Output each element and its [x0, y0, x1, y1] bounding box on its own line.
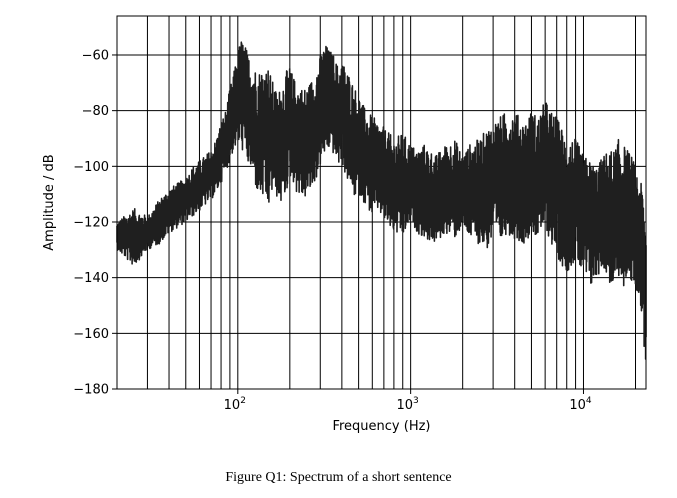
y-tick-label: −140: [73, 271, 109, 286]
y-tick-label: −100: [73, 160, 109, 175]
spectrum-chart: −60 −80 −100 −120 −140 −160 −180 102 103 104 Freq…: [42, 15, 647, 434]
y-tick-label: −80: [82, 104, 109, 119]
y-axis-label: Amplitude / dB: [42, 154, 57, 250]
y-tick-label: −160: [73, 327, 109, 342]
axis-ticks: −60 −80 −100 −120 −140 −160 −180 102 103 104: [73, 48, 592, 413]
y-tick-label: −120: [73, 215, 109, 230]
spectrum-series: [116, 41, 647, 360]
x-tick-label: 103: [397, 396, 419, 413]
x-axis-label: Frequency (Hz): [332, 419, 430, 434]
plot-frame: [116, 15, 647, 390]
y-tick-label: −180: [73, 383, 109, 398]
x-tick-label: 102: [224, 396, 246, 413]
figure-caption: Figure Q1: Spectrum of a short sentence: [225, 470, 452, 485]
spectrum-line: [116, 41, 647, 360]
y-tick-label: −60: [82, 48, 109, 63]
x-tick-label: 104: [569, 396, 592, 413]
